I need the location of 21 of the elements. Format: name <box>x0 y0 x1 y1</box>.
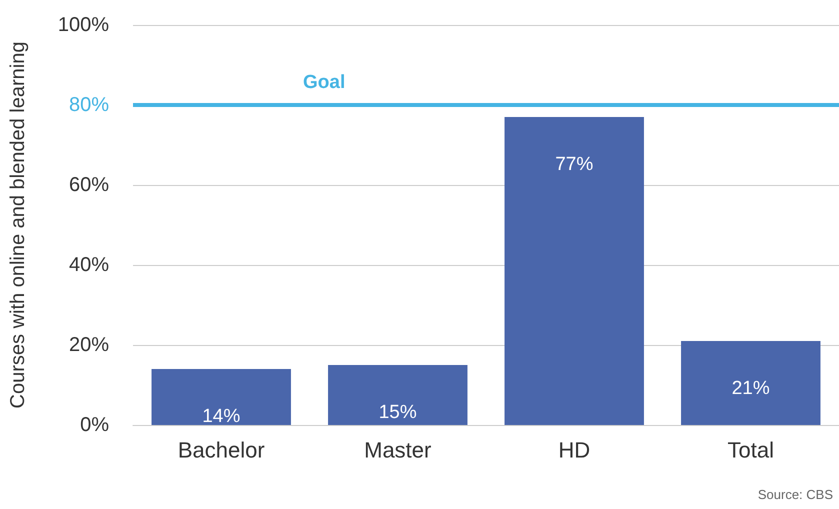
ref-line-label: Goal <box>303 72 346 93</box>
x-tick-label: Total <box>728 438 774 462</box>
y-tick-label: 40% <box>68 254 110 276</box>
x-tick-label: HD <box>558 438 590 462</box>
x-tick-label: Bachelor <box>178 438 265 462</box>
data-label: 21% <box>732 378 770 399</box>
y-tick-label: 20% <box>68 334 110 356</box>
y-axis-title: Courses with online and blended learning <box>7 42 29 408</box>
x-tick-label: Master <box>364 438 432 462</box>
y-tick-label: 100% <box>58 14 110 36</box>
data-label: 14% <box>202 406 240 427</box>
bar <box>152 369 291 425</box>
bar <box>681 341 820 425</box>
data-label: 15% <box>378 402 417 423</box>
source-note: Source: CBS <box>758 487 834 502</box>
bar <box>504 117 644 425</box>
y-tick-label: 60% <box>68 174 110 196</box>
y-tick-label: 80% <box>68 94 110 116</box>
bar <box>328 365 468 425</box>
y-tick-label: 0% <box>80 414 110 436</box>
data-label: 77% <box>555 154 594 175</box>
